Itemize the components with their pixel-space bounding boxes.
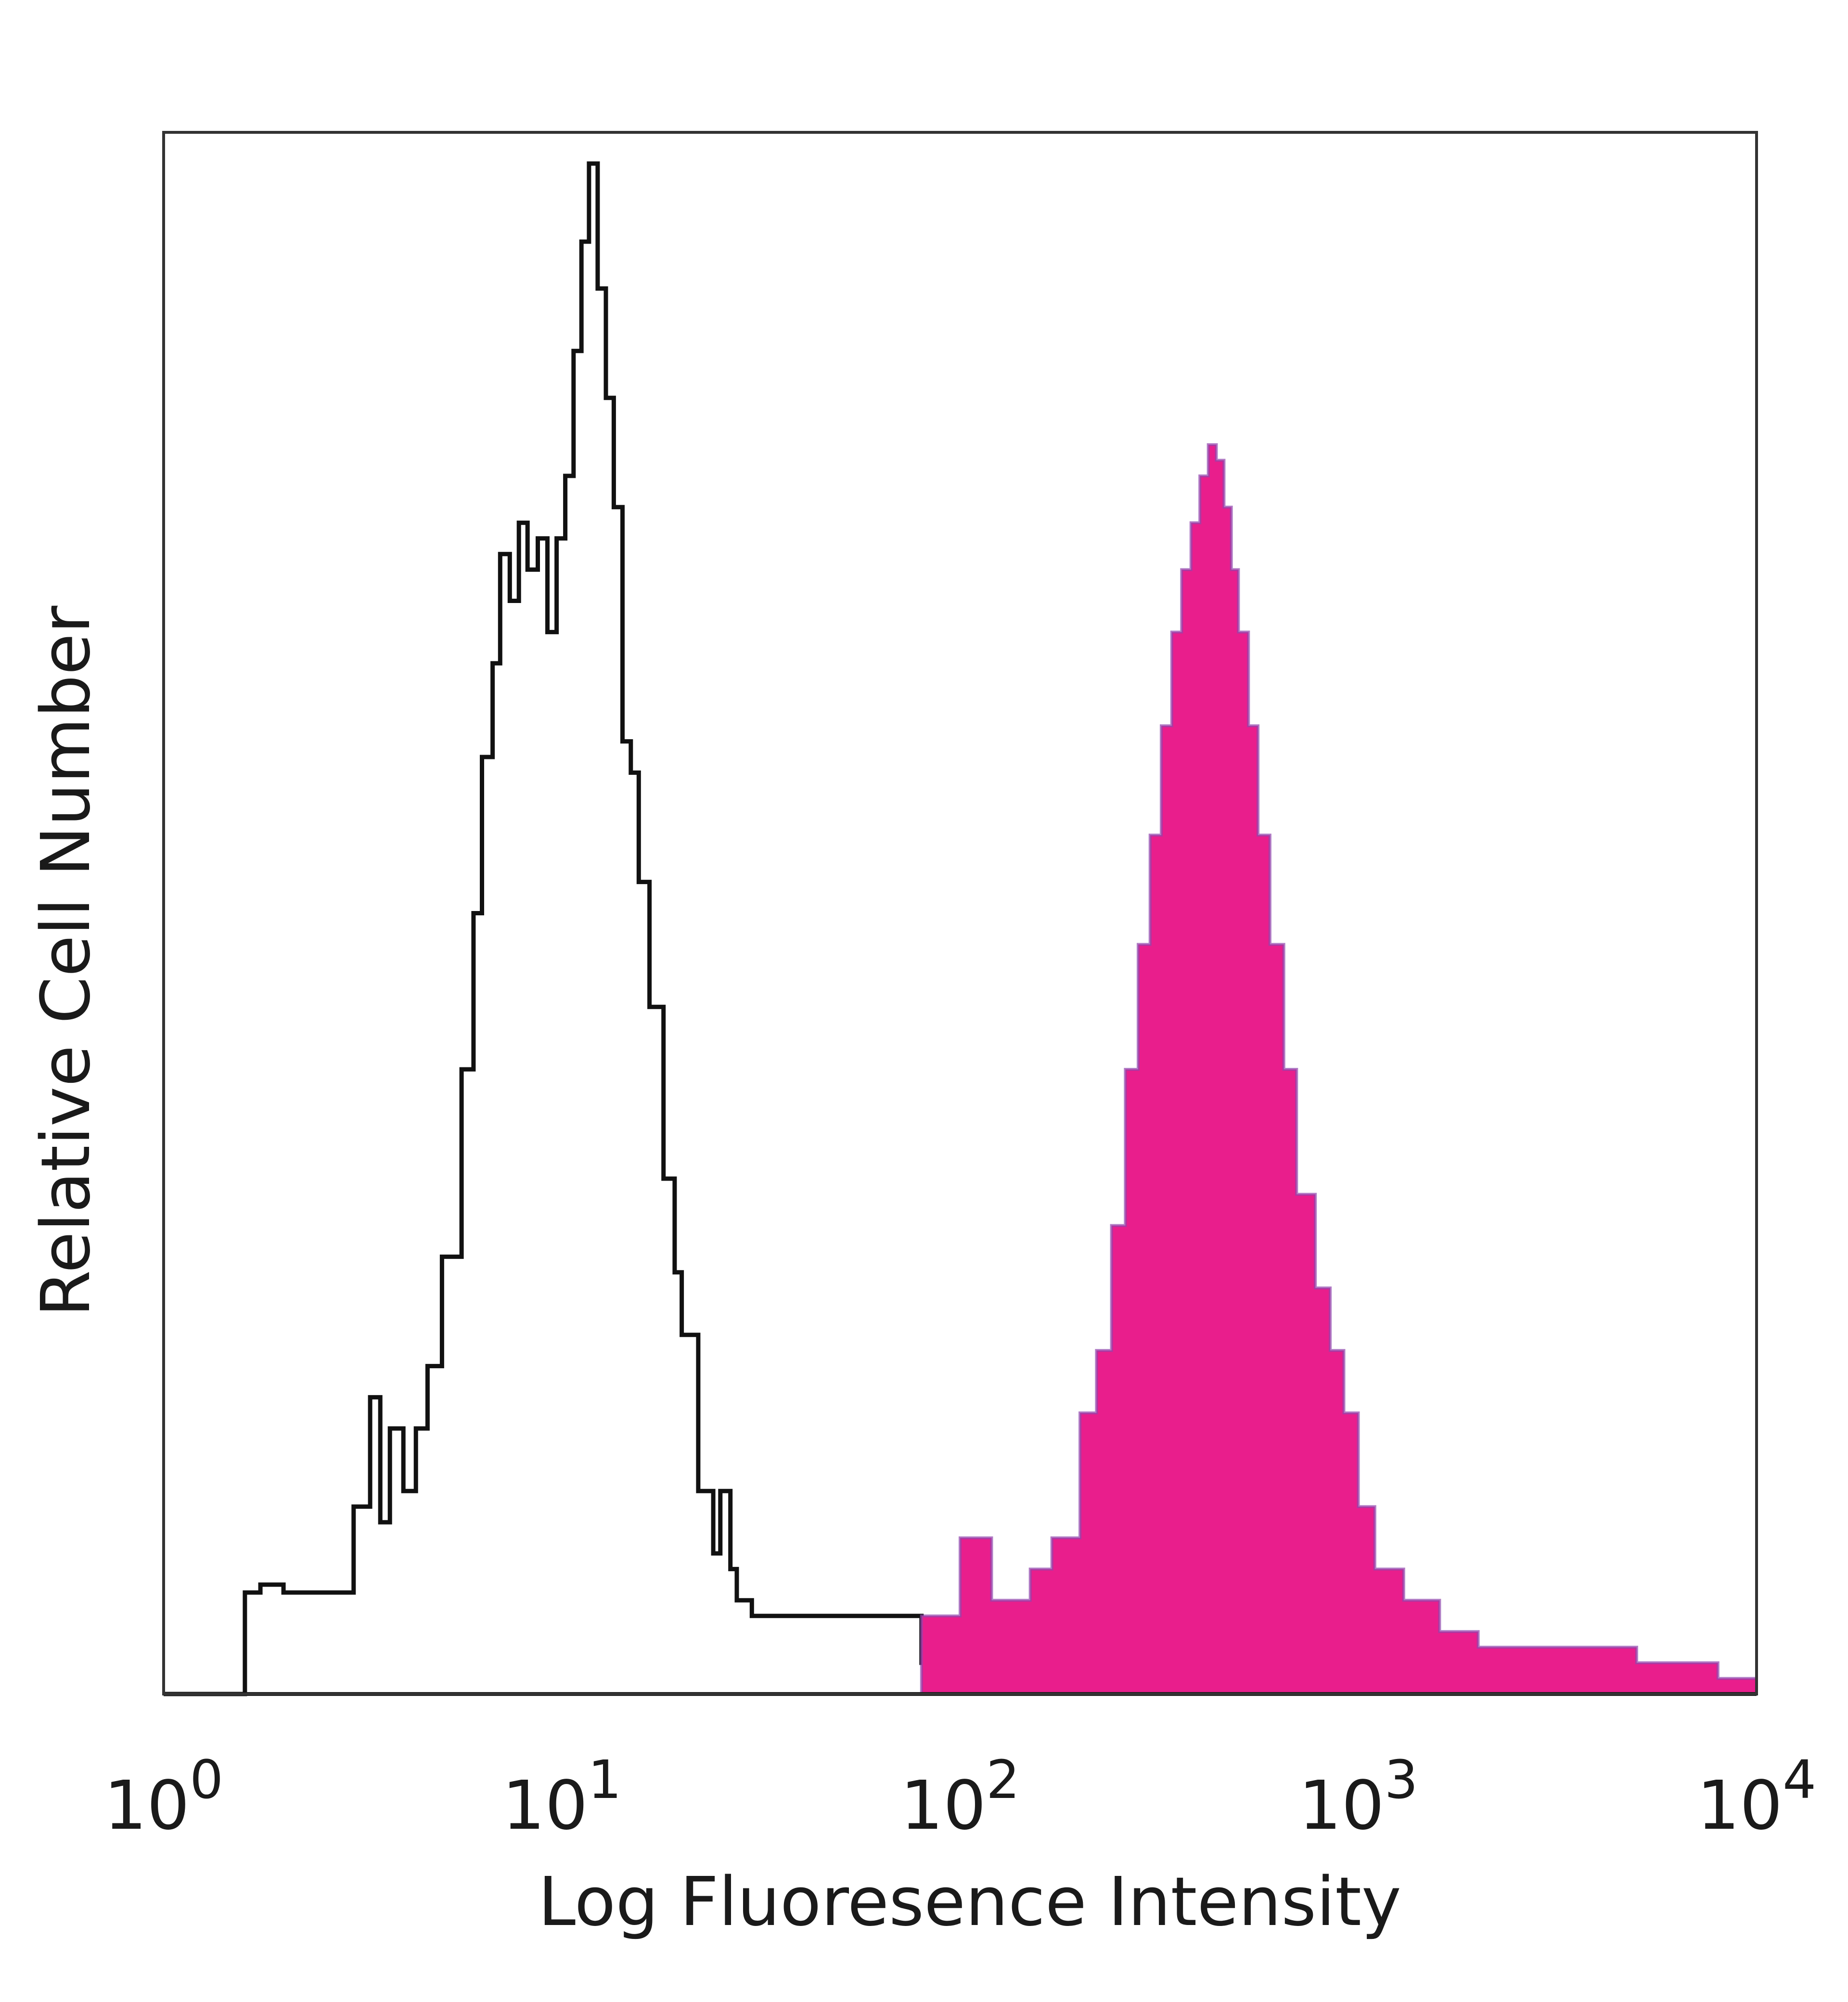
plot-frame [162,131,1758,1695]
histogram-outline-series [164,161,960,1696]
histogram-filled-series [920,443,1758,1695]
y-axis-label: Relative Cell Number [27,605,105,1317]
x-tick-label: 102 [900,1749,1020,1845]
x-tick-label: 100 [104,1749,223,1845]
plot-layer [164,161,1758,1696]
x-tick-label: 103 [1298,1749,1418,1845]
x-tick-label: 101 [502,1749,621,1845]
x-axis-label: Log Fluoresence Intensity [538,1863,1401,1941]
x-axis-ticks: 100 101 102 103 104 [104,1749,1816,1845]
x-tick-label: 104 [1697,1749,1816,1845]
